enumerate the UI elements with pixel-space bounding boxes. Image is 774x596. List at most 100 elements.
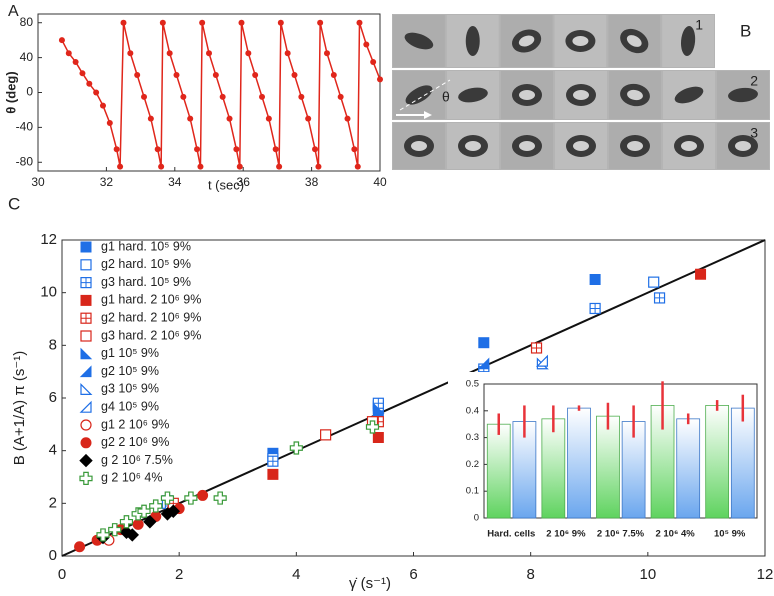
data-point xyxy=(365,420,380,434)
bar xyxy=(730,407,755,519)
data-point xyxy=(197,163,204,170)
x-tick-label: 2 10⁶ 4% xyxy=(655,529,695,540)
data-point xyxy=(320,429,332,441)
x-tick-label: 2 xyxy=(175,566,183,583)
angle-label: θ xyxy=(442,89,450,105)
marker-part xyxy=(80,347,93,360)
y-tick-label: 0.5 xyxy=(466,379,479,390)
bar xyxy=(705,405,730,519)
x-axis-title: γ̇ (s⁻¹) xyxy=(349,575,391,592)
data-point xyxy=(477,357,490,370)
data-point xyxy=(74,541,86,553)
data-point xyxy=(344,115,351,122)
legend-label: g 2 10⁶ 4% xyxy=(101,471,162,485)
data-point xyxy=(93,89,100,96)
marker-part xyxy=(320,429,332,441)
data-point xyxy=(119,515,134,529)
image-strip xyxy=(392,14,715,68)
y-tick-label: -40 xyxy=(16,120,34,134)
data-point xyxy=(315,163,322,170)
x-tick-label: 0 xyxy=(58,566,66,583)
legend-label: g2 hard. 2 10⁶ 9% xyxy=(101,310,201,324)
data-point xyxy=(236,163,243,170)
data-point xyxy=(219,93,226,100)
data-point xyxy=(323,50,330,57)
data-point xyxy=(277,19,284,26)
data-point xyxy=(96,528,110,542)
data-point xyxy=(238,19,245,26)
x-tick-label: 10⁵ 9% xyxy=(714,529,746,540)
data-point xyxy=(330,72,337,79)
cell xyxy=(405,85,433,105)
marker-part xyxy=(137,504,151,518)
plot-frame xyxy=(37,13,381,172)
x-tick-label: 36 xyxy=(237,175,251,189)
data-point xyxy=(267,468,279,480)
marker-part xyxy=(108,523,122,537)
data-point xyxy=(141,93,148,100)
cell-center xyxy=(573,90,589,100)
marker-part xyxy=(149,499,163,513)
panel-label: B xyxy=(740,21,751,40)
legend-marker xyxy=(80,347,93,360)
y-tick-label: -80 xyxy=(16,154,34,168)
marker-part xyxy=(119,515,134,529)
data-point xyxy=(289,441,303,455)
cell-center xyxy=(573,141,589,151)
data-point xyxy=(106,120,113,127)
legend-label: g1 10⁵ 9% xyxy=(101,346,159,360)
data-point xyxy=(58,37,65,44)
marker-part xyxy=(79,471,93,485)
cell xyxy=(458,87,488,103)
legend-marker xyxy=(80,312,92,324)
legend-marker xyxy=(80,241,92,253)
legend-marker xyxy=(80,259,92,271)
marker-part xyxy=(197,489,209,501)
data-point xyxy=(127,50,134,57)
data-point xyxy=(233,146,240,153)
marker-part xyxy=(80,259,92,271)
data-point xyxy=(695,268,707,280)
data-point xyxy=(226,115,233,122)
marker-part xyxy=(184,491,198,505)
marker-part xyxy=(372,402,385,415)
marker-part xyxy=(79,400,92,413)
data-point xyxy=(298,93,305,100)
x-tick-label: 30 xyxy=(31,175,45,189)
cell xyxy=(404,32,434,50)
y-tick-label: 0.4 xyxy=(466,405,479,416)
y-tick-label: 0.2 xyxy=(466,459,479,470)
data-point xyxy=(291,72,298,79)
marker-part xyxy=(96,528,110,542)
data-point xyxy=(166,504,181,518)
data-point xyxy=(370,58,377,65)
row-number: 3 xyxy=(750,125,758,141)
data-point xyxy=(363,41,370,48)
data-point xyxy=(160,491,175,505)
data-point xyxy=(187,115,194,122)
data-point xyxy=(132,518,144,530)
data-point xyxy=(305,115,312,122)
legend-marker xyxy=(80,330,92,342)
data-point xyxy=(180,93,187,100)
cell-center xyxy=(411,141,427,151)
cell-center xyxy=(627,141,643,151)
data-point xyxy=(86,80,93,87)
legend-marker xyxy=(80,437,92,449)
x-axis-title: t (sec) xyxy=(208,177,244,192)
legend-marker xyxy=(79,400,92,413)
y-tick-label: 0 xyxy=(474,513,479,524)
x-tick-label: 34 xyxy=(168,175,182,189)
data-point xyxy=(158,163,165,170)
data-point xyxy=(252,72,259,79)
data-point xyxy=(134,72,141,79)
y-axis-title: B (A+1/A) π (s⁻¹) xyxy=(11,351,28,466)
marker-part xyxy=(74,541,86,553)
data-point xyxy=(199,19,206,26)
x-tick-label: 2 10⁶ 7.5% xyxy=(597,529,645,540)
data-point xyxy=(351,146,358,153)
data-point xyxy=(653,292,666,304)
data-point xyxy=(194,146,201,153)
data-point xyxy=(184,491,198,505)
